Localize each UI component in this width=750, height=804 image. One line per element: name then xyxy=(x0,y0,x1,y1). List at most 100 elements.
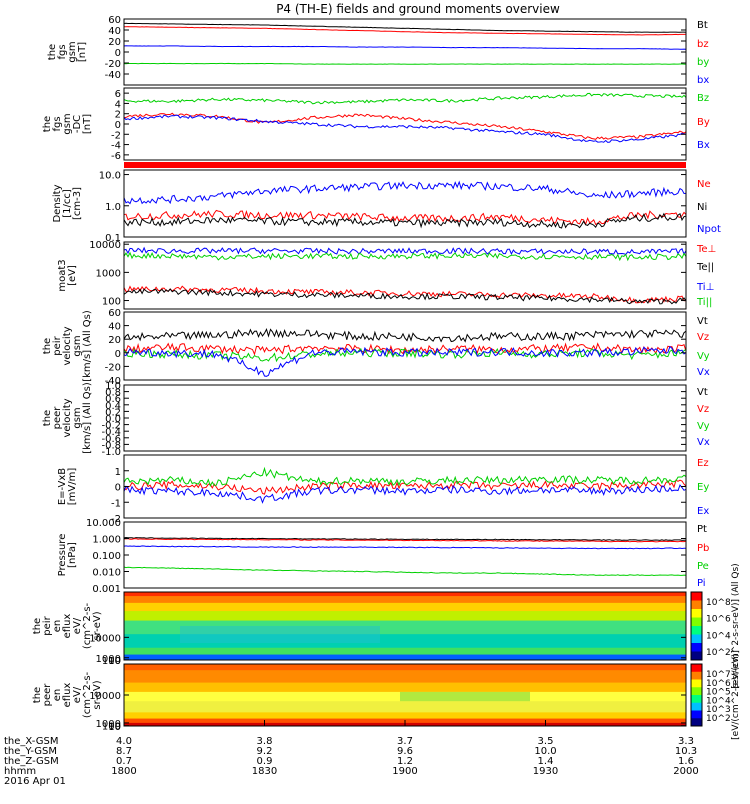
spectrogram-band xyxy=(124,647,686,656)
y-axis-label: sr-eV) xyxy=(92,611,103,640)
x-tick-label: 1830 xyxy=(252,766,277,777)
y-tick-label: -40 xyxy=(105,70,121,81)
y-axis-label: gsm xyxy=(72,407,83,428)
series-line-Bx xyxy=(123,114,686,143)
y-tick-label: 60 xyxy=(108,15,121,26)
y-tick-label: 0 xyxy=(115,120,121,131)
y-tick-label: 0.100 xyxy=(92,551,121,562)
legend-label-Pb: Pb xyxy=(697,543,709,554)
series-line-Bz xyxy=(123,92,687,105)
spectrogram-peir_en xyxy=(124,592,686,661)
x-tick-label: 4.0 xyxy=(116,736,132,747)
y-tick-label: 20 xyxy=(108,37,121,48)
legend-label-Pi: Pi xyxy=(697,578,706,589)
colorbar-tick-label: 10^6 xyxy=(706,679,731,689)
y-tick-label: -40 xyxy=(105,376,121,387)
y-tick-label: 2 xyxy=(115,110,121,121)
y-tick-label: 10000 xyxy=(89,633,121,644)
y-axis-label: eV/ xyxy=(72,617,83,634)
y-tick-label: 1 xyxy=(115,467,121,478)
x-tick-label: 9.6 xyxy=(397,746,413,757)
legend-label-Ti⊥: Ti⊥ xyxy=(696,282,714,293)
y-axis-label: en xyxy=(52,689,63,702)
x-tick-label: 1930 xyxy=(533,766,558,777)
y-tick-label: 1.000 xyxy=(92,535,121,546)
x-tick-label: 1.2 xyxy=(397,756,413,767)
spectrogram-patch xyxy=(400,691,530,702)
colorbar-segment xyxy=(691,710,702,719)
y-axis-label: Density xyxy=(52,184,63,222)
series-line-Te⊥ xyxy=(123,285,687,304)
colorbar-frame xyxy=(690,663,703,727)
y-tick-label: 100 xyxy=(102,656,121,667)
y-axis-label: fgs xyxy=(52,116,63,131)
panel-frame xyxy=(123,384,687,452)
y-tick-label: 6 xyxy=(115,89,121,100)
y-axis-label: the xyxy=(32,618,43,634)
y-axis-label: gsm xyxy=(67,41,78,62)
legend-label-Bt: Bt xyxy=(697,20,708,31)
y-tick-label: 10.0 xyxy=(99,171,121,182)
spectrogram-patch xyxy=(180,626,380,643)
y-tick-label: 10000 xyxy=(89,691,121,702)
y-axis-label: [nT] xyxy=(82,114,93,134)
y-tick-label: 0.010 xyxy=(92,568,121,579)
y-axis-label: [nT] xyxy=(77,42,88,62)
y-axis-label: velocity xyxy=(62,398,73,437)
legend-label-Vx: Vx xyxy=(697,367,710,378)
y-tick-label: 0.0 xyxy=(105,414,121,425)
x-axis-row-label: the_Y-GSM xyxy=(4,746,57,757)
legend-label-Vz: Vz xyxy=(697,332,709,343)
colorbar-segment xyxy=(691,617,702,627)
series-line-Te|| xyxy=(123,288,687,305)
series-line-Vz xyxy=(123,342,687,356)
legend-label-Ti||: Ti|| xyxy=(696,297,712,308)
x-axis-row-label: the_Z-GSM xyxy=(4,756,59,767)
y-tick-label: 40 xyxy=(108,322,121,333)
series-line-Vx xyxy=(123,345,687,377)
y-tick-label: 1.0 xyxy=(105,381,121,392)
colorbar-segment xyxy=(691,651,702,661)
spectrogram-band xyxy=(124,654,686,661)
panel-frame xyxy=(123,311,687,381)
y-axis-label: [1/cc] xyxy=(62,189,73,218)
y-tick-label: 0.1 xyxy=(105,233,121,244)
y-tick-label: -2 xyxy=(111,514,121,525)
y-tick-label: 10.000 xyxy=(86,518,121,529)
y-axis-label: Pressure xyxy=(57,534,68,577)
legend-label-by: by xyxy=(697,57,709,68)
y-axis-label: E=-VxB xyxy=(57,468,68,505)
series-line-bz xyxy=(124,26,687,36)
panel-frame xyxy=(123,521,687,589)
colorbar-tick-label: 10^7 xyxy=(706,670,731,680)
x-tick-label: 1800 xyxy=(111,766,136,777)
legend-label-Bx: Bx xyxy=(697,140,710,151)
series-line-Ex xyxy=(123,484,687,504)
y-tick-label: 0.2 xyxy=(105,407,121,418)
y-tick-label: -1 xyxy=(111,498,121,509)
y-axis-label: the xyxy=(47,44,58,60)
legend-label-Ne: Ne xyxy=(697,179,711,190)
y-tick-label: -20 xyxy=(105,362,121,373)
colorbar-tick-label: 10^8 xyxy=(706,598,731,608)
colorbar-tick-label: 10^4 xyxy=(706,631,731,641)
legend-label-Te⊥: Te⊥ xyxy=(696,244,716,255)
series-line-Ez xyxy=(123,479,687,495)
y-tick-label: 0 xyxy=(115,349,121,360)
x-tick-label: 3.8 xyxy=(257,736,273,747)
y-axis-label: eV/ xyxy=(72,686,83,703)
y-axis-label: peer xyxy=(42,683,53,707)
series-line-bx xyxy=(123,45,687,50)
y-tick-label: 1000 xyxy=(96,719,121,730)
spectrogram-band xyxy=(124,602,686,612)
y-axis-label: fgs xyxy=(57,44,68,59)
y-axis-label: peir xyxy=(52,335,63,355)
y-axis-label: gsm xyxy=(72,335,83,356)
panel-frame xyxy=(123,241,687,310)
series-line-Ti|| xyxy=(123,251,687,262)
legend-label-Npot: Npot xyxy=(697,224,721,235)
y-tick-label: 0.4 xyxy=(105,401,121,412)
x-tick-label: 3.5 xyxy=(538,736,554,747)
y-tick-label: -4 xyxy=(111,141,121,152)
